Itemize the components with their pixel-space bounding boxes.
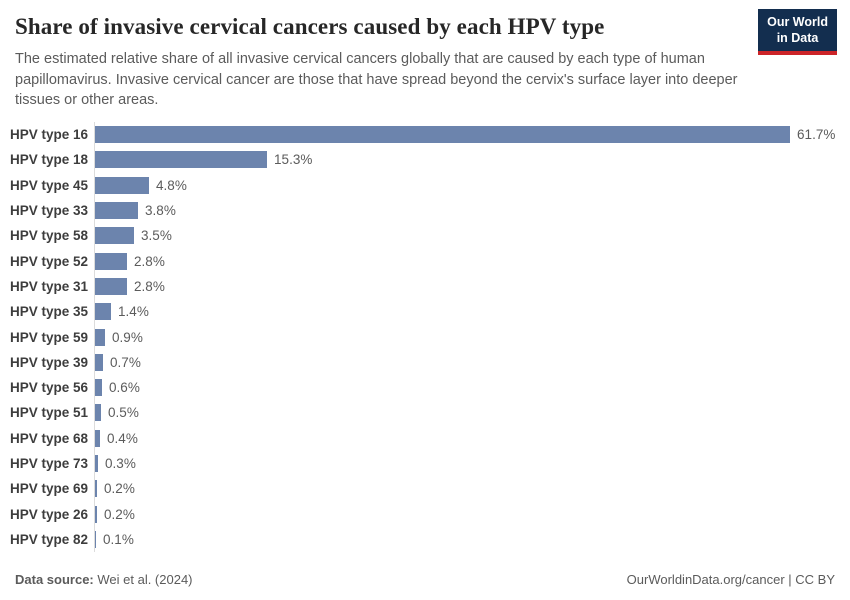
bar-cell: 1.4% — [94, 299, 850, 325]
chart-row: HPV type 69 0.2% — [10, 476, 850, 502]
owid-logo-line1: Our World — [767, 15, 828, 29]
bar-cell: 0.4% — [94, 425, 850, 451]
bar-value-label: 2.8% — [134, 278, 165, 294]
bar-cell: 0.1% — [94, 526, 850, 553]
chart-row: HPV type 39 0.7% — [10, 349, 850, 375]
bar[interactable] — [95, 455, 99, 472]
chart-row: HPV type 33 3.8% — [10, 197, 850, 224]
category-label: HPV type 39 — [10, 354, 89, 370]
bar-cell: 0.2% — [94, 476, 850, 502]
bar-value-label: 0.2% — [104, 481, 135, 497]
category-label: HPV type 69 — [10, 481, 89, 497]
bar-value-label: 2.8% — [134, 253, 165, 269]
chart-row: HPV type 82 0.1% — [10, 526, 850, 553]
bar-value-label: 0.5% — [108, 405, 139, 421]
owid-logo-line2: in Data — [776, 31, 819, 46]
bar[interactable] — [95, 328, 106, 346]
bar-value-label: 0.3% — [105, 456, 136, 471]
category-label: HPV type 26 — [10, 506, 89, 522]
bar[interactable] — [95, 303, 112, 321]
category-label: HPV type 52 — [10, 253, 89, 269]
category-label: HPV type 58 — [10, 228, 89, 244]
bar-value-label: 3.5% — [141, 228, 172, 244]
category-label: HPV type 33 — [10, 203, 89, 219]
bar[interactable] — [95, 252, 128, 270]
bar-cell: 2.8% — [94, 248, 850, 274]
owid-logo: Our World in Data — [758, 9, 837, 55]
data-source-label: Data source: — [15, 572, 94, 587]
bar-chart: HPV type 16 61.7% HPV type 18 15.3% HPV type… — [10, 122, 850, 553]
bar-cell: 0.5% — [94, 400, 850, 426]
bar-cell: 4.8% — [94, 172, 850, 198]
category-label: HPV type 51 — [10, 405, 89, 421]
bar[interactable] — [95, 353, 104, 371]
page-title: Share of invasive cervical cancers cause… — [15, 14, 605, 39]
bar[interactable] — [95, 429, 101, 447]
bar-cell: 3.8% — [94, 197, 850, 224]
chart-row: HPV type 56 0.6% — [10, 374, 850, 401]
bar-value-label: 0.1% — [103, 531, 134, 547]
category-label: HPV type 73 — [10, 456, 89, 471]
bar[interactable] — [95, 227, 135, 245]
bar-value-label: 0.9% — [112, 329, 143, 345]
bar-cell: 15.3% — [94, 147, 850, 173]
data-source: Data source: Wei et al. (2024) — [15, 572, 193, 587]
bar-value-label: 4.8% — [156, 177, 187, 193]
chart-row: HPV type 51 0.5% — [10, 400, 850, 426]
bar-value-label: 0.6% — [109, 380, 140, 396]
category-label: HPV type 68 — [10, 430, 89, 446]
chart-footer: Data source: Wei et al. (2024) OurWorldi… — [15, 572, 835, 587]
bar-value-label: 3.8% — [145, 203, 176, 219]
category-label: HPV type 18 — [10, 152, 89, 168]
chart-row: HPV type 52 2.8% — [10, 248, 850, 274]
chart-row: HPV type 18 15.3% — [10, 147, 850, 173]
bar[interactable] — [95, 202, 139, 220]
category-label: HPV type 31 — [10, 278, 89, 294]
bar[interactable] — [95, 480, 98, 498]
category-label: HPV type 45 — [10, 177, 89, 193]
bar-cell: 0.2% — [94, 501, 850, 527]
bar-value-label: 0.7% — [110, 354, 141, 370]
chart-row: HPV type 26 0.2% — [10, 501, 850, 527]
data-source-value: Wei et al. (2024) — [97, 572, 193, 587]
bar-value-label: 0.4% — [107, 430, 138, 446]
page-subtitle: The estimated relative share of all inva… — [15, 51, 738, 109]
bar-cell: 61.7% — [94, 122, 850, 148]
chart-row: HPV type 45 4.8% — [10, 172, 850, 198]
bar-value-label: 1.4% — [118, 304, 149, 320]
bar[interactable] — [95, 530, 97, 548]
bar[interactable] — [95, 176, 150, 194]
chart-row: HPV type 31 2.8% — [10, 273, 850, 300]
bar-cell: 0.9% — [94, 324, 850, 350]
category-label: HPV type 16 — [10, 127, 89, 143]
bar[interactable] — [95, 505, 98, 523]
bar-value-label: 15.3% — [274, 152, 313, 168]
category-label: HPV type 59 — [10, 329, 89, 345]
chart-row: HPV type 59 0.9% — [10, 324, 850, 350]
bar-cell: 3.5% — [94, 223, 850, 249]
bar-cell: 0.3% — [94, 450, 850, 477]
bar[interactable] — [95, 277, 128, 295]
bar[interactable] — [95, 379, 103, 397]
bar[interactable] — [95, 404, 102, 422]
category-label: HPV type 56 — [10, 380, 89, 396]
category-label: HPV type 35 — [10, 304, 89, 320]
category-label: HPV type 82 — [10, 531, 89, 547]
bar[interactable] — [95, 151, 268, 169]
license-link[interactable]: OurWorldinData.org/cancer | CC BY — [626, 572, 835, 587]
chart-row: HPV type 73 0.3% — [10, 450, 850, 477]
bar-value-label: 61.7% — [797, 127, 836, 143]
chart-row: HPV type 35 1.4% — [10, 299, 850, 325]
chart-row: HPV type 16 61.7% — [10, 122, 850, 148]
chart-row: HPV type 58 3.5% — [10, 223, 850, 249]
chart-row: HPV type 68 0.4% — [10, 425, 850, 451]
chart-header: Share of invasive cervical cancers cause… — [0, 0, 850, 111]
bar-cell: 0.6% — [94, 374, 850, 401]
bar-value-label: 0.2% — [104, 506, 135, 522]
bar-cell: 2.8% — [94, 273, 850, 300]
bar-cell: 0.7% — [94, 349, 850, 375]
bar[interactable] — [95, 126, 791, 144]
